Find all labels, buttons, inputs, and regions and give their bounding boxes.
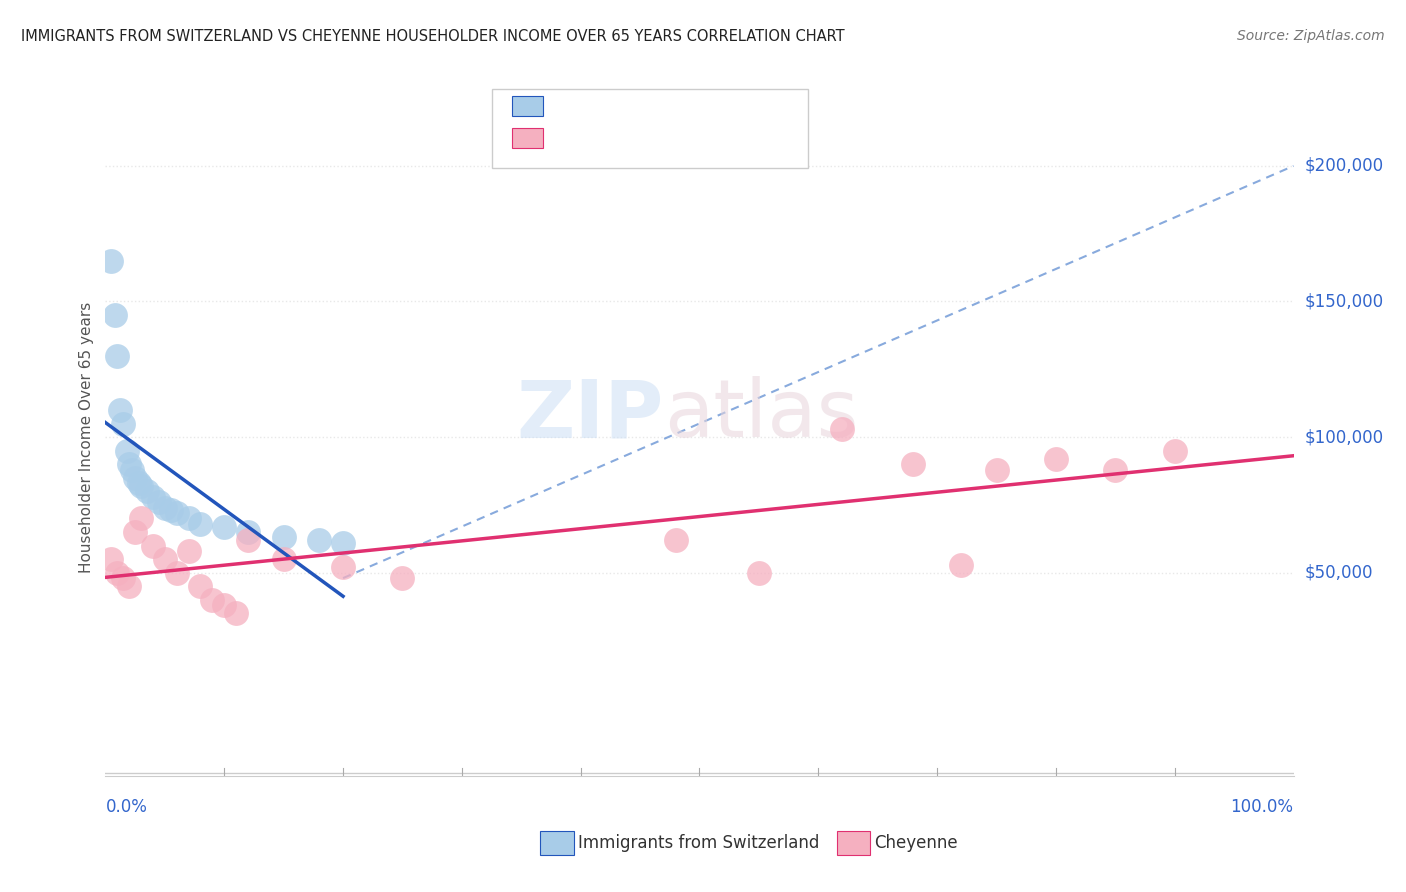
- Point: [142, 539, 165, 553]
- Point: [100, 253, 122, 268]
- Point: [177, 511, 200, 525]
- Point: [129, 511, 152, 525]
- Point: [166, 506, 188, 520]
- Text: 100.0%: 100.0%: [1230, 798, 1294, 816]
- Point: [121, 462, 143, 476]
- Point: [748, 566, 770, 580]
- Point: [1045, 451, 1067, 466]
- Point: [1164, 443, 1187, 458]
- Point: [214, 598, 236, 612]
- Point: [986, 462, 1008, 476]
- Text: R =  0.437   N = 27: R = 0.437 N = 27: [550, 129, 727, 147]
- Text: 0.0%: 0.0%: [105, 798, 148, 816]
- Text: Source: ZipAtlas.com: Source: ZipAtlas.com: [1237, 29, 1385, 43]
- Point: [190, 579, 212, 593]
- Point: [166, 566, 188, 580]
- Point: [104, 308, 127, 322]
- Text: ZIP: ZIP: [516, 376, 664, 454]
- Text: $50,000: $50,000: [1305, 564, 1374, 582]
- Point: [129, 479, 152, 493]
- Point: [665, 533, 688, 548]
- Text: $200,000: $200,000: [1305, 157, 1384, 175]
- Point: [153, 552, 176, 566]
- Point: [190, 516, 212, 531]
- Text: Immigrants from Switzerland: Immigrants from Switzerland: [578, 834, 820, 852]
- Point: [236, 524, 259, 539]
- Point: [100, 552, 122, 566]
- Point: [118, 457, 141, 471]
- Point: [124, 524, 146, 539]
- Point: [949, 558, 972, 572]
- Point: [201, 592, 224, 607]
- Point: [236, 533, 259, 548]
- Text: atlas: atlas: [664, 376, 858, 454]
- Point: [124, 471, 146, 485]
- Point: [118, 579, 141, 593]
- Text: Cheyenne: Cheyenne: [875, 834, 957, 852]
- Point: [115, 443, 138, 458]
- Text: IMMIGRANTS FROM SWITZERLAND VS CHEYENNE HOUSEHOLDER INCOME OVER 65 YEARS CORRELA: IMMIGRANTS FROM SWITZERLAND VS CHEYENNE …: [21, 29, 845, 44]
- Point: [136, 484, 159, 499]
- Point: [332, 560, 354, 574]
- Point: [308, 533, 330, 548]
- Text: R =  0.153   N = 24: R = 0.153 N = 24: [550, 97, 725, 115]
- Point: [273, 530, 295, 544]
- Point: [142, 490, 165, 504]
- Text: $150,000: $150,000: [1305, 293, 1384, 310]
- Text: $100,000: $100,000: [1305, 428, 1384, 446]
- Point: [391, 571, 413, 585]
- Point: [273, 552, 295, 566]
- Point: [108, 403, 131, 417]
- Point: [128, 476, 150, 491]
- Point: [153, 500, 176, 515]
- Point: [214, 519, 236, 533]
- Y-axis label: Householder Income Over 65 years: Householder Income Over 65 years: [79, 301, 94, 573]
- Point: [831, 422, 853, 436]
- Point: [105, 566, 128, 580]
- Point: [105, 349, 128, 363]
- Point: [112, 571, 135, 585]
- Point: [332, 536, 354, 550]
- Point: [177, 544, 200, 558]
- Point: [225, 607, 247, 621]
- Point: [903, 457, 925, 471]
- Point: [1104, 462, 1126, 476]
- Point: [112, 417, 135, 431]
- Point: [148, 495, 170, 509]
- Point: [159, 503, 181, 517]
